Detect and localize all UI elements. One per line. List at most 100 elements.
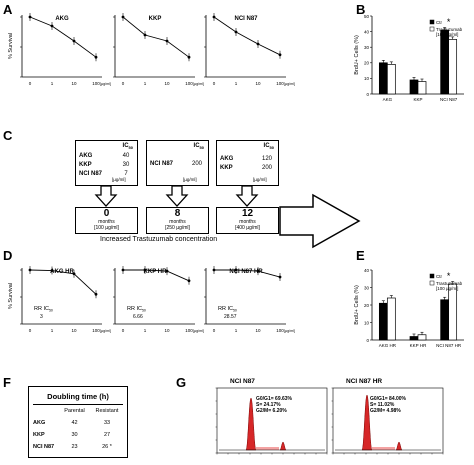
ic50-unit: [µg/ml] — [112, 177, 126, 182]
x-unit-label: [µg/ml] — [193, 82, 204, 86]
series-line — [213, 16, 281, 56]
x-tick-label: 10 — [164, 81, 170, 86]
plot-title: NCI N87 — [234, 16, 258, 22]
x-tick-label: 1 — [51, 81, 54, 86]
bar-trastuzumab — [448, 39, 458, 95]
bar-ctr — [378, 302, 388, 341]
data-point — [50, 269, 54, 272]
x-tick-label: 0 — [213, 81, 216, 86]
table-cell: 23 — [71, 444, 78, 450]
ic50-unit: [µg/ml] — [253, 177, 267, 182]
legend-swatch-ctr — [429, 273, 435, 279]
data-point — [28, 268, 32, 272]
ic50-header: IC50 — [263, 143, 274, 151]
table-row-label: KKP — [33, 432, 45, 438]
data-point — [121, 268, 125, 272]
ic50-box-12months: IC50 AKG KKP 120 200 [µg/ml] — [216, 140, 279, 186]
timepoint-dose: [400 µg/ml] — [235, 225, 260, 231]
timepoint-unit: months — [239, 219, 256, 225]
bar-trastuzumab — [386, 297, 396, 341]
x-tick-label: 1 — [235, 328, 238, 333]
data-point — [72, 272, 76, 276]
plot-title: NCI N87 HR — [229, 269, 263, 275]
x-tick-label: 1 — [144, 81, 147, 86]
legend-label: [100 µg/ml] — [436, 286, 458, 291]
table-cell: 33 — [103, 420, 111, 426]
data-point — [121, 15, 125, 19]
ic50-header: IC50 — [193, 143, 204, 151]
data-point — [94, 292, 98, 296]
bar-trastuzumab — [417, 81, 427, 95]
bar-ctr — [409, 336, 419, 341]
x-tick-label: 10 — [164, 328, 170, 333]
x-tick-label: 10 — [255, 328, 261, 333]
panel-label-f: F — [3, 375, 11, 390]
down-arrow-icon — [94, 185, 118, 207]
data-point — [278, 275, 282, 279]
x-tick-label: 100 — [92, 81, 100, 86]
legend-label: [100 µg/ml] — [436, 32, 458, 37]
panel-label-e: E — [356, 248, 365, 263]
x-tick-label: KKP — [413, 97, 422, 102]
data-point — [187, 55, 191, 59]
x-tick-label: 100 — [92, 328, 100, 333]
y-tick-label: 30 — [364, 45, 370, 50]
g1-peak — [245, 397, 257, 451]
g1-peak — [361, 394, 373, 451]
rr-ic50-label: RR IC50 — [34, 306, 53, 313]
cellcycle-stats: G0/G1= 69.63% S= 24.17% G2/M= 6.20% — [256, 396, 292, 414]
plot-title: KKP — [149, 16, 162, 22]
ic50-value: 200 — [191, 161, 202, 167]
x-tick-label: 100 — [276, 81, 284, 86]
ic50-box-8months: IC50 NCI N87 200 [µg/ml] — [146, 140, 209, 186]
table-title: Doubling time (h) — [47, 392, 109, 401]
timepoint-box-8: 8 months [250 µg/ml] — [146, 207, 209, 234]
panel-label-b: B — [356, 2, 366, 17]
y-tick-label: 40 — [364, 268, 370, 273]
x-tick-label: 1 — [235, 81, 238, 86]
ic50-values: 120 200 — [261, 156, 272, 171]
table-header: Parental — [64, 408, 85, 414]
timepoint-number: 8 — [174, 208, 181, 219]
bar-trastuzumab — [386, 64, 396, 95]
timepoint-number: 12 — [241, 208, 254, 219]
s-phase-region — [372, 447, 395, 450]
timepoint-number: 0 — [103, 208, 110, 219]
timepoint-dose: [100 µg/ml] — [94, 225, 119, 231]
series-line — [123, 269, 190, 282]
x-tick-label: 0 — [213, 328, 216, 333]
down-arrow-icon — [235, 185, 259, 207]
histogram-frame — [332, 387, 444, 454]
x-tick-label: 1 — [144, 328, 147, 333]
x-tick-label: KKP HR — [410, 343, 427, 348]
significance-asterisk: * — [447, 17, 451, 27]
ic50-names: AKG KKP NCI N87 — [79, 153, 103, 177]
table-cell: 42 — [71, 420, 78, 426]
significance-asterisk: * — [447, 271, 451, 281]
rr-ic50-label: RR IC50 — [127, 306, 146, 313]
x-tick-label: NCI N87 HR — [436, 343, 462, 348]
x-tick-label: 10 — [71, 328, 77, 333]
ic50-name: NCI N87 — [150, 161, 174, 167]
series-line — [214, 269, 281, 278]
timepoint-unit: months — [98, 219, 115, 225]
table-cell: 26 * — [102, 444, 112, 450]
timepoint-box-0: 0 months [100 µg/ml] — [75, 207, 138, 234]
timepoint-unit: months — [169, 219, 186, 225]
bar-ctr — [440, 299, 450, 341]
rr-ic50-label: RR IC50 — [218, 306, 237, 313]
table-row-label: NCI N87 — [33, 444, 55, 450]
data-point — [187, 279, 191, 283]
data-point — [234, 30, 238, 34]
arrow-caption: Increased Trastuzumab concentration — [100, 236, 218, 243]
bar-ctr — [440, 29, 450, 95]
x-unit-label: [µg/ml] — [100, 329, 111, 333]
series-line — [122, 16, 190, 58]
right-arrow-icon — [279, 193, 361, 249]
ic50-unit: [µg/ml] — [183, 177, 197, 182]
table-row-label: AKG — [33, 420, 46, 426]
x-tick-label: 0 — [29, 81, 32, 86]
data-point — [234, 268, 238, 272]
legend-label: Ctr — [436, 274, 443, 279]
